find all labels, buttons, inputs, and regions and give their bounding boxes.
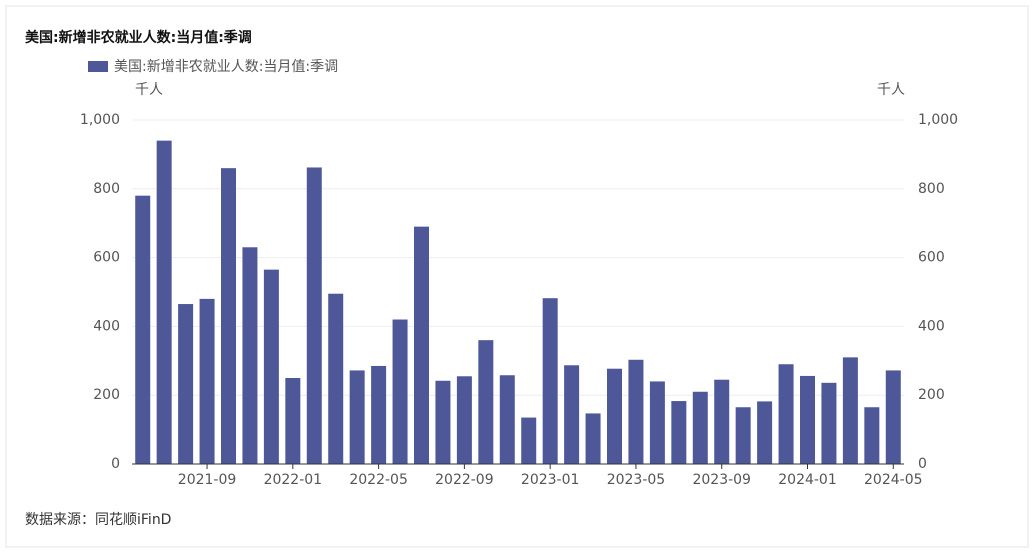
source: 数据来源：同花顺iFinD bbox=[25, 512, 171, 528]
bar bbox=[371, 365, 387, 464]
bar bbox=[392, 319, 408, 464]
bar bbox=[714, 379, 730, 464]
x-tick-label: 2022-01 bbox=[264, 472, 323, 488]
bar bbox=[242, 247, 258, 464]
bar bbox=[285, 378, 301, 464]
bar bbox=[456, 376, 472, 464]
bar bbox=[864, 407, 880, 464]
bar bbox=[757, 401, 773, 464]
x-tick-label: 2024-05 bbox=[864, 472, 923, 488]
bar bbox=[435, 380, 451, 464]
y-tick-label: 800 bbox=[93, 181, 120, 197]
y2-unit: 千人 bbox=[877, 82, 905, 98]
bar bbox=[478, 340, 494, 464]
bar bbox=[156, 140, 172, 464]
bar bbox=[349, 370, 365, 464]
y-tick-label: 400 bbox=[93, 318, 120, 334]
bar bbox=[306, 167, 322, 465]
bar bbox=[499, 375, 515, 464]
bar bbox=[649, 381, 665, 464]
x-tick-label: 2022-09 bbox=[435, 472, 494, 488]
frame bbox=[5, 5, 1029, 548]
bar bbox=[778, 364, 794, 464]
legend-swatch bbox=[88, 61, 108, 72]
x-tick-label: 2023-01 bbox=[521, 472, 580, 488]
y-tick-label: 1,000 bbox=[80, 112, 120, 128]
bar bbox=[607, 368, 622, 464]
bar bbox=[692, 391, 708, 464]
x-tick-label: 2024-01 bbox=[778, 472, 837, 488]
bar bbox=[671, 401, 687, 464]
y-tick-label: 0 bbox=[111, 456, 120, 472]
bar bbox=[628, 359, 644, 464]
bar bbox=[178, 304, 194, 464]
y2-tick-label: 600 bbox=[918, 250, 945, 266]
bar bbox=[135, 195, 151, 464]
y2-tick-label: 400 bbox=[918, 318, 945, 334]
legend-label: 美国:新增非农就业人数:当月值:季调 bbox=[114, 59, 338, 75]
bar bbox=[263, 269, 279, 464]
bar bbox=[564, 365, 580, 464]
bar bbox=[800, 375, 815, 464]
bar bbox=[542, 298, 558, 464]
bar bbox=[521, 417, 537, 464]
bar bbox=[199, 298, 215, 464]
bar bbox=[735, 407, 751, 464]
y2-tick-label: 1,000 bbox=[918, 112, 958, 128]
y-unit: 千人 bbox=[135, 82, 163, 98]
y2-tick-label: 200 bbox=[918, 387, 945, 403]
x-tick-label: 2023-09 bbox=[692, 472, 751, 488]
bar bbox=[221, 168, 236, 464]
x-tick-label: 2022-05 bbox=[349, 472, 408, 488]
bar bbox=[885, 370, 901, 464]
y2-tick-label: 0 bbox=[918, 456, 927, 472]
bar bbox=[414, 226, 429, 464]
x-tick-label: 2023-05 bbox=[607, 472, 666, 488]
y-tick-label: 600 bbox=[93, 250, 120, 266]
chart-title: 美国:新增非农就业人数:当月值:季调 bbox=[25, 29, 252, 46]
y-tick-label: 200 bbox=[93, 387, 120, 403]
y2-tick-label: 800 bbox=[918, 181, 945, 197]
bar bbox=[328, 293, 344, 464]
bar bbox=[821, 382, 837, 464]
x-tick-label: 2021-09 bbox=[178, 472, 237, 488]
bar bbox=[842, 357, 858, 464]
bar bbox=[585, 413, 601, 464]
